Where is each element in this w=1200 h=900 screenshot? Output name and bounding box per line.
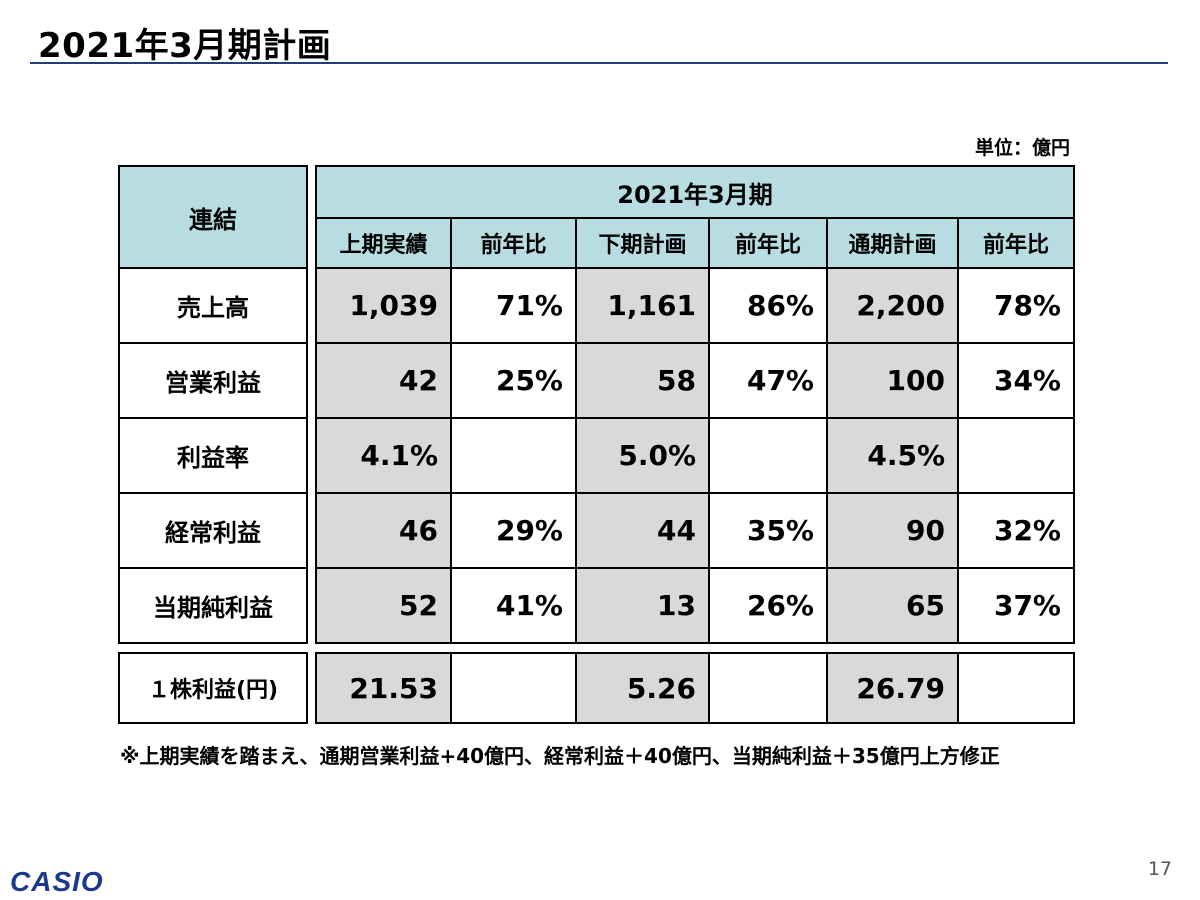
table-cell: 2,200: [826, 267, 959, 344]
table-cell: 21.53: [315, 652, 452, 724]
row-label: 当期純利益: [118, 567, 308, 644]
table-cell: 5.26: [575, 652, 710, 724]
column-header: 上期実績: [315, 217, 452, 269]
table-cell: [450, 652, 577, 724]
period-header: 2021年3月期: [315, 165, 1075, 219]
row-label-table: 連結 売上高 営業利益 利益率 経常利益 当期純利益: [118, 165, 308, 644]
column-header: 前年比: [957, 217, 1075, 269]
column-header: 下期計画: [575, 217, 710, 269]
table-cell: 44: [575, 492, 710, 569]
corner-label: 連結: [118, 165, 308, 269]
table-cell: 78%: [957, 267, 1075, 344]
page-title: 2021年3月期計画: [38, 26, 332, 66]
table-cell: [450, 417, 577, 494]
table-cell: 13: [575, 567, 710, 644]
eps-data-table: 21.53 5.26 26.79: [315, 652, 1075, 724]
column-header: 前年比: [708, 217, 828, 269]
column-header: 前年比: [450, 217, 577, 269]
row-label: 売上高: [118, 267, 308, 344]
table-cell: 100: [826, 342, 959, 419]
title-divider: [30, 62, 1168, 64]
table-cell: 26.79: [826, 652, 959, 724]
row-label: 利益率: [118, 417, 308, 494]
unit-label: 単位：億円: [974, 137, 1070, 159]
table-cell: [708, 417, 828, 494]
table-cell: 58: [575, 342, 710, 419]
table-cell: 25%: [450, 342, 577, 419]
footnote: ※上期実績を踏まえ、通期営業利益+40億円、経常利益＋40億円、当期純利益＋35…: [120, 744, 1000, 768]
table-cell: 65: [826, 567, 959, 644]
table-cell: [957, 652, 1075, 724]
table-cell: 41%: [450, 567, 577, 644]
table-row: 21.53 5.26 26.79: [315, 652, 1075, 724]
eps-row-label: １株利益(円): [118, 652, 308, 724]
table-cell: 46: [315, 492, 452, 569]
table-cell: 4.1%: [315, 417, 452, 494]
table-cell: 47%: [708, 342, 828, 419]
table-cell: 86%: [708, 267, 828, 344]
row-label: 経常利益: [118, 492, 308, 569]
table-cell: 35%: [708, 492, 828, 569]
eps-label-table: １株利益(円): [118, 652, 308, 724]
table-cell: 5.0%: [575, 417, 710, 494]
table-cell: 37%: [957, 567, 1075, 644]
table-row: 1,039 71% 1,161 86% 2,200 78%: [315, 267, 1075, 344]
table-row: 42 25% 58 47% 100 34%: [315, 342, 1075, 419]
casio-logo: CASIO: [10, 866, 104, 897]
column-header: 通期計画: [826, 217, 959, 269]
financial-data-table: 2021年3月期 上期実績 前年比 下期計画 前年比 通期計画 前年比 1,03…: [315, 165, 1075, 644]
table-cell: [708, 652, 828, 724]
row-label: 営業利益: [118, 342, 308, 419]
table-cell: 34%: [957, 342, 1075, 419]
table-cell: 29%: [450, 492, 577, 569]
table-cell: 52: [315, 567, 452, 644]
table-cell: [957, 417, 1075, 494]
table-cell: 90: [826, 492, 959, 569]
table-cell: 4.5%: [826, 417, 959, 494]
table-cell: 26%: [708, 567, 828, 644]
table-row: 52 41% 13 26% 65 37%: [315, 567, 1075, 644]
table-cell: 1,161: [575, 267, 710, 344]
table-cell: 71%: [450, 267, 577, 344]
table-cell: 42: [315, 342, 452, 419]
table-cell: 1,039: [315, 267, 452, 344]
table-row: 46 29% 44 35% 90 32%: [315, 492, 1075, 569]
page-number: 17: [1147, 858, 1172, 880]
table-row: 4.1% 5.0% 4.5%: [315, 417, 1075, 494]
table-cell: 32%: [957, 492, 1075, 569]
